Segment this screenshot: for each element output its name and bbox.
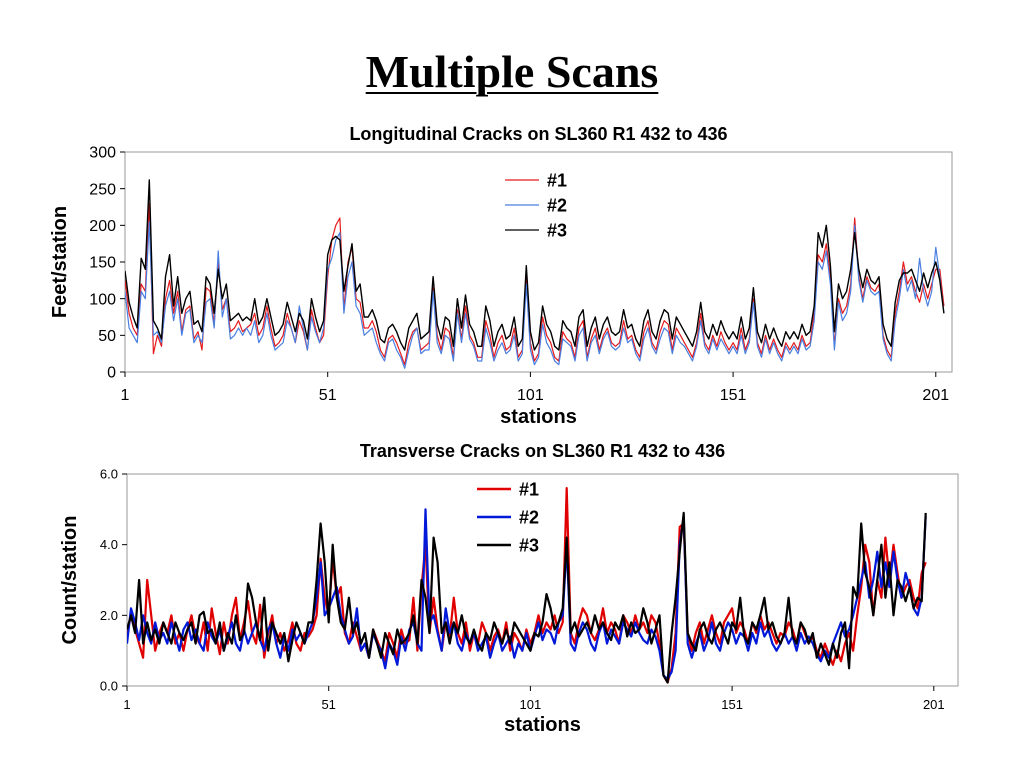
legend-label: #2 xyxy=(547,195,567,215)
legend: #1 #2 #3 xyxy=(477,479,539,555)
x-axis-label: stations xyxy=(500,406,577,428)
y-tick-label: 0 xyxy=(107,365,116,382)
plot-area xyxy=(126,473,959,687)
x-tick-label: 101 xyxy=(517,387,544,404)
y-tick-label: 0.0 xyxy=(100,679,118,694)
y-tick-label: 2.0 xyxy=(100,608,118,623)
y-tick-label: 300 xyxy=(89,145,116,162)
legend-label: #3 xyxy=(547,220,567,240)
legend-label: #1 xyxy=(519,479,539,499)
legend: #1 #2 #3 xyxy=(505,170,567,240)
series-group xyxy=(125,179,945,369)
y-tick-label: 4.0 xyxy=(100,537,118,552)
chart-title: Longitudinal Cracks on SL360 R1 432 to 4… xyxy=(349,124,727,144)
x-tick-label: 101 xyxy=(520,697,542,712)
y-tick-label: 150 xyxy=(89,255,116,272)
y-tick-label: 250 xyxy=(89,181,116,198)
x-tick-label: 201 xyxy=(923,697,945,712)
legend-label: #1 xyxy=(547,170,567,190)
y-tick-label: 200 xyxy=(89,218,116,235)
legend-label: #2 xyxy=(519,507,539,527)
y-tick-label: 50 xyxy=(98,328,116,345)
x-tick-label: 1 xyxy=(121,387,130,404)
slide-title: Multiple Scans xyxy=(0,42,1024,102)
longitudinal-cracks-chart: Longitudinal Cracks on SL360 R1 432 to 4… xyxy=(49,124,953,428)
legend-label: #3 xyxy=(519,535,539,555)
x-axis-label: stations xyxy=(504,714,581,736)
transverse-cracks-chart: Transverse Cracks on SL360 R1 432 to 436… xyxy=(59,441,959,736)
series-line-3 xyxy=(127,511,927,684)
y-axis-label: Feet/station xyxy=(49,206,71,318)
series-line-1 xyxy=(125,202,945,366)
series-line-3 xyxy=(125,179,945,351)
series-line-2 xyxy=(125,221,945,369)
x-tick-label: 1 xyxy=(123,697,130,712)
y-tick-label: 6.0 xyxy=(100,467,118,482)
x-tick-label: 151 xyxy=(720,387,747,404)
y-axis-label: Count/station xyxy=(59,516,81,645)
y-tick-label: 100 xyxy=(89,291,116,308)
series-group xyxy=(127,487,927,684)
x-tick-label: 51 xyxy=(321,697,335,712)
slide-title-text: Multiple Scans xyxy=(365,46,659,97)
x-tick-label: 151 xyxy=(721,697,743,712)
x-tick-label: 51 xyxy=(319,387,337,404)
chart-title: Transverse Cracks on SL360 R1 432 to 436 xyxy=(360,441,725,461)
x-tick-label: 201 xyxy=(922,387,949,404)
